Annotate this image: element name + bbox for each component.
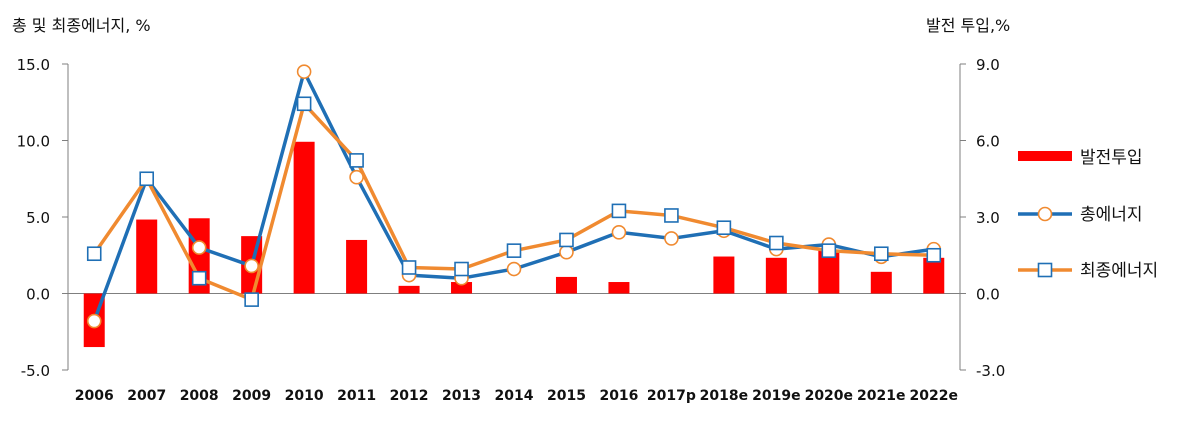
legend-label: 총에너지 [1080, 205, 1143, 225]
left-tick-label: 15.0 [17, 56, 50, 74]
bar-2011 [346, 239, 368, 294]
x-tick-label: 2019e [752, 388, 800, 404]
point-square [296, 96, 312, 112]
point-circle [506, 261, 522, 277]
bar-2012 [398, 285, 420, 294]
legend-marker-square [1037, 262, 1053, 278]
point-square [349, 153, 364, 168]
right-tick-label: 9.0 [976, 56, 1000, 74]
left-tick-label: 5.0 [26, 209, 50, 227]
x-tick-label: 2015 [547, 388, 586, 404]
x-tick-label: 2017p [647, 388, 696, 404]
point-square [454, 261, 469, 277]
point-circle [349, 169, 364, 185]
point-circle [296, 64, 312, 79]
point-circle [191, 240, 207, 255]
point-circle [664, 231, 679, 246]
point-square [191, 270, 207, 286]
x-tick-label: 2021e [857, 388, 905, 404]
point-square [926, 247, 942, 263]
x-tick-label: 2007 [127, 388, 166, 404]
bar-2021e [870, 271, 892, 294]
right-tick-label: -3.0 [976, 362, 1005, 380]
x-tick-label: 2016 [599, 388, 638, 404]
x-tick-label: 2022e [910, 388, 958, 404]
bar-2015 [555, 276, 577, 294]
legend-label: 최종에너지 [1080, 261, 1158, 281]
legend-marker-circle [1037, 206, 1053, 222]
point-square [821, 243, 837, 258]
left-tick-label: -5.0 [21, 362, 50, 380]
bar-2019e [765, 257, 787, 294]
x-tick-label: 2009 [232, 388, 271, 404]
right-tick-label: 0.0 [976, 286, 1000, 304]
point-circle [559, 244, 574, 260]
left-tick-label: 10.0 [17, 133, 50, 151]
point-square [716, 220, 732, 236]
point-square [86, 246, 102, 262]
right-tick-label: 3.0 [976, 209, 1000, 227]
bar-2020e [818, 250, 840, 294]
point-square [506, 243, 522, 258]
x-tick-label: 2006 [75, 388, 114, 404]
right-axis-title: 발전 투입,% [926, 16, 1011, 35]
left-tick-label: 0.0 [26, 286, 50, 304]
bar-2016 [608, 282, 630, 294]
x-tick-label: 2010 [285, 388, 324, 404]
bar-2007 [136, 219, 158, 294]
x-tick-label: 2011 [337, 388, 376, 404]
point-circle [86, 313, 102, 329]
left-axis-title: 총 및 최종에너지, % [12, 16, 151, 35]
point-square [139, 171, 155, 187]
point-square [611, 203, 627, 219]
bar-2022e [923, 257, 945, 294]
point-square [244, 292, 259, 307]
point-square [664, 208, 679, 223]
point-circle [611, 225, 627, 240]
bar-2018e [713, 256, 735, 294]
x-tick-label: 2014 [495, 388, 534, 404]
x-tick-label: 2008 [180, 388, 219, 404]
legend-label: 발전투입 [1080, 148, 1143, 168]
series-line [92, 69, 935, 322]
x-tick-label: 2020e [805, 388, 853, 404]
legend-swatch-bar [1018, 151, 1072, 161]
point-square [559, 232, 574, 248]
bar-2010 [293, 141, 315, 294]
point-circle [244, 258, 259, 274]
right-tick-label: 6.0 [976, 133, 1000, 151]
x-tick-label: 2012 [390, 388, 429, 404]
point-square [401, 260, 417, 275]
x-tick-label: 2013 [442, 388, 481, 404]
x-tick-label: 2018e [700, 388, 748, 404]
point-square [769, 235, 784, 251]
point-square [873, 246, 889, 262]
bar-2013 [451, 282, 473, 294]
